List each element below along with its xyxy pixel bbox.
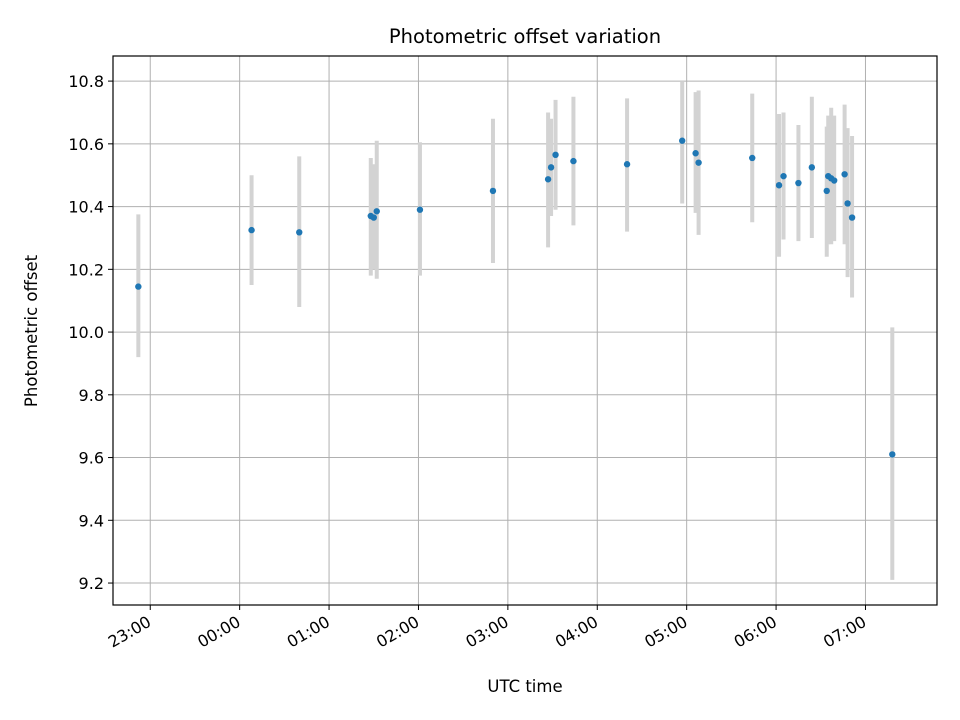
data-point [373, 208, 380, 215]
y-tick-label: 9.4 [79, 511, 104, 530]
data-point [889, 451, 896, 458]
data-point [679, 137, 686, 144]
data-point [570, 157, 577, 165]
data-point [416, 206, 424, 213]
plot-frame [112, 55, 938, 606]
data-point [135, 283, 142, 290]
y-axis-ticks: 9.2 9.4 9.6 9.8 10.0 10.2 10.4 10.6 10.8 [68, 72, 113, 593]
y-tick-label: 10.6 [68, 135, 104, 154]
data-point [749, 154, 756, 162]
data-point [808, 164, 816, 171]
chart-title: Photometric offset variation [389, 25, 661, 48]
data-point [296, 229, 303, 236]
y-tick-label: 9.8 [79, 386, 104, 405]
data-point [552, 151, 559, 159]
y-tick-label: 10.0 [68, 323, 104, 342]
data-point [623, 161, 631, 168]
y-tick-label: 10.2 [68, 260, 104, 279]
data-point [370, 214, 377, 221]
grid-lines [113, 56, 937, 605]
y-tick-label: 10.8 [68, 72, 104, 91]
y-tick-label: 9.6 [79, 449, 104, 468]
data-point [547, 164, 555, 171]
data-point [544, 176, 552, 183]
data-points [135, 137, 896, 458]
data-point [248, 226, 255, 234]
data-point [823, 187, 830, 195]
data-point [692, 150, 699, 157]
data-point [780, 172, 787, 180]
y-tick-label: 10.4 [68, 198, 104, 217]
data-point [841, 171, 848, 178]
y-axis-label: Photometric offset [22, 254, 41, 407]
data-point [775, 182, 783, 189]
x-axis-label: UTC time [487, 677, 562, 696]
data-point [844, 200, 851, 207]
data-point [795, 179, 802, 187]
data-point [848, 214, 856, 221]
data-point [830, 177, 838, 184]
data-point [489, 187, 497, 195]
data-point [695, 159, 702, 166]
y-tick-label: 9.2 [79, 574, 104, 593]
